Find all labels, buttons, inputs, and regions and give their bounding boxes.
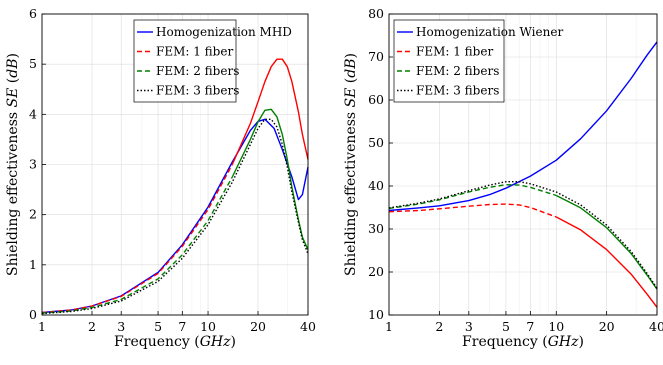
plot-frame — [388, 13, 658, 316]
legend-label-3: FEM: 3 fibers — [416, 84, 499, 98]
x-axis-label-paren: ( — [190, 334, 200, 350]
y-tick-label: 80 — [368, 6, 384, 21]
x-tick-label: 5 — [502, 319, 510, 334]
y-tick-label: 2 — [29, 207, 37, 222]
legend-label-1: FEM: 1 fiber — [416, 45, 493, 59]
y-axis-label-paren-close: ) — [343, 53, 359, 58]
x-axis-label-paren-close: ) — [230, 334, 235, 350]
x-tick-label: 20 — [599, 319, 615, 334]
y-tick-label: 5 — [29, 56, 37, 71]
y-axis-label-paren: ( — [5, 78, 21, 88]
y-axis-label-symbol: SE — [5, 88, 21, 108]
series-line-1-dashed — [388, 203, 557, 218]
x-axis-label-paren-close: ) — [578, 334, 583, 350]
x-axis-label-unit: GHz — [548, 334, 579, 350]
y-tick-label: 6 — [29, 6, 37, 21]
series-line-3 — [41, 118, 309, 315]
y-tick-label: 30 — [368, 221, 384, 236]
x-axis-label: Frequency (GHz) — [462, 334, 584, 350]
x-tick-label: 40 — [300, 319, 316, 334]
series-line-1 — [231, 58, 309, 165]
x-tick-label: 3 — [465, 319, 473, 334]
legend: Homogenization MHD FEM: 1 fiber FEM: 2 fib… — [133, 19, 292, 103]
legend-label-2: FEM: 2 fibers — [156, 64, 239, 78]
series-line-2-dashed — [388, 183, 557, 210]
series-line-2 — [555, 194, 658, 290]
x-axis-label-paren: ( — [538, 334, 548, 350]
series-line-0 — [41, 118, 309, 314]
x-tick-label: 7 — [178, 319, 186, 334]
x-tick-label: 3 — [117, 319, 125, 334]
x-tick-label: 40 — [649, 319, 663, 334]
y-tick-label: 0 — [29, 307, 37, 322]
y-axis-label: Shielding effectiveness SE (dB) — [343, 53, 359, 276]
y-axis-label-paren-close: ) — [5, 53, 21, 58]
x-tick-label: 10 — [200, 319, 216, 334]
series-line-2 — [231, 108, 309, 251]
y-axis-label-text: Shielding effectiveness — [343, 112, 359, 276]
y-axis-label-text: Shielding effectiveness — [5, 112, 21, 276]
x-tick-label: 20 — [250, 319, 266, 334]
x-axis-label-unit: GHz — [200, 334, 231, 350]
x-tick-label: 7 — [526, 319, 534, 334]
series-line-3 — [388, 180, 658, 289]
x-tick-label: 2 — [435, 319, 443, 334]
y-axis-label-paren: ( — [343, 78, 359, 88]
legend-label-0: Homogenization Wiener — [416, 25, 563, 39]
legend-box — [133, 19, 237, 103]
series-line-0 — [388, 41, 658, 212]
y-tick-label: 3 — [29, 157, 37, 172]
y-tick-label: 1 — [29, 257, 37, 272]
x-tick-label: 5 — [154, 319, 162, 334]
legend-label-1: FEM: 1 fiber — [156, 45, 233, 59]
series-line-1 — [555, 216, 658, 308]
y-axis-label-unit: dB — [343, 58, 359, 77]
x-tick-label: 1 — [385, 319, 393, 334]
y-tick-label: 4 — [29, 106, 37, 121]
series-line-1-dashed — [41, 164, 233, 314]
y-tick-label: 60 — [368, 92, 384, 107]
y-tick-label: 50 — [368, 135, 384, 150]
legend-box — [393, 19, 505, 103]
x-axis-label-text: Frequency — [114, 334, 190, 350]
y-tick-label: 10 — [368, 307, 384, 322]
x-tick-label: 10 — [548, 319, 564, 334]
legend-label-0: Homogenization MHD — [156, 25, 292, 39]
legend-label-3: FEM: 3 fibers — [156, 84, 239, 98]
y-tick-label: 70 — [368, 49, 384, 64]
y-tick-label: 40 — [368, 178, 384, 193]
y-tick-label: 20 — [368, 264, 384, 279]
y-axis-label-symbol: SE — [343, 88, 359, 108]
x-tick-label: 1 — [38, 319, 46, 334]
legend-label-2: FEM: 2 fibers — [416, 64, 499, 78]
legend: Homogenization Wiener FEM: 1 fiber FEM: 2 … — [393, 19, 563, 103]
y-axis-label-unit: dB — [5, 58, 21, 77]
x-axis-label-text: Frequency — [462, 334, 538, 350]
x-axis-label: Frequency (GHz) — [114, 334, 236, 350]
y-axis-label: Shielding effectiveness SE (dB) — [5, 53, 21, 276]
x-tick-label: 2 — [88, 319, 96, 334]
